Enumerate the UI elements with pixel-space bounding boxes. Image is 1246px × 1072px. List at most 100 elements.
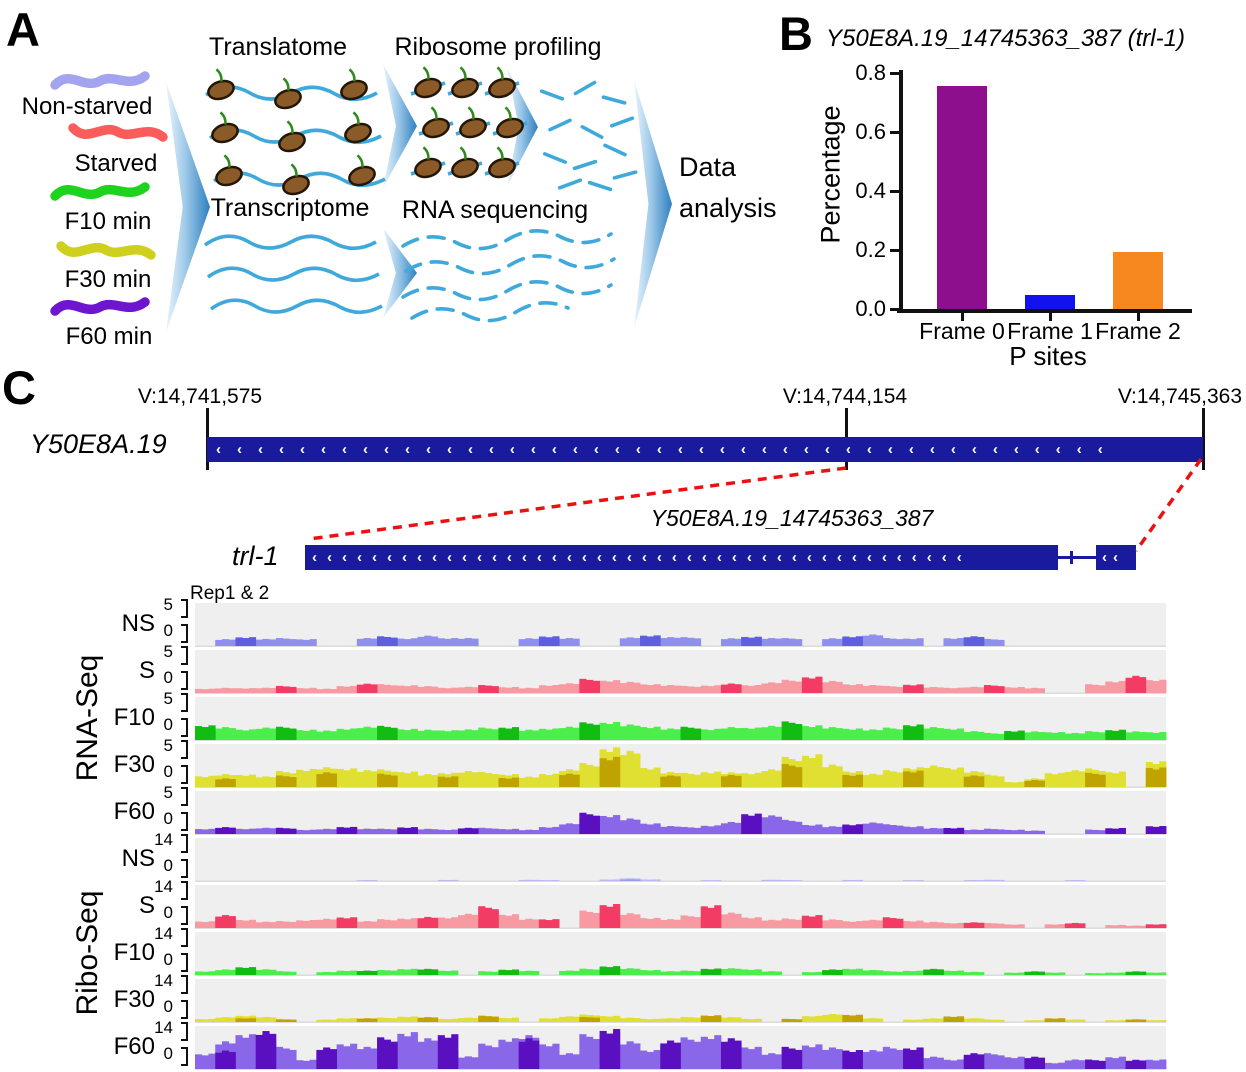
y-tick-mark <box>890 189 900 193</box>
scale-bracket-bottom <box>181 859 188 878</box>
track-scale-max: 14 <box>154 924 173 943</box>
x-tick-mark <box>1136 312 1140 321</box>
track-label: F30 <box>113 986 155 1013</box>
seq-group-label: RNA-Seq <box>71 654 104 782</box>
track-label: F60 <box>113 798 155 825</box>
flow-arrow-icon <box>383 64 417 188</box>
x-tick-label: Frame 2 <box>1095 318 1181 344</box>
coverage-track-row <box>195 697 1167 741</box>
coverage-histogram <box>195 675 1167 694</box>
ribosome-icon <box>451 66 479 99</box>
panel-a-letter: A <box>6 3 40 56</box>
track-scale-max: 14 <box>154 877 173 896</box>
worm-icon <box>50 71 150 90</box>
track-scale-max: 5 <box>163 783 173 802</box>
coverage-histogram <box>195 878 1166 882</box>
ribosome-icon <box>488 66 516 99</box>
coverage-histogram <box>195 747 1167 788</box>
flow-arrow-icon <box>383 228 417 318</box>
track-scale-max: 14 <box>154 971 173 990</box>
scale-bracket-bottom <box>181 718 188 737</box>
coverage-track-row <box>195 650 1167 694</box>
ribosome-profiling-label: Ribosome profiling <box>394 33 602 61</box>
coverage-track-row <box>195 744 1167 788</box>
replicate-label: Rep1 & 2 <box>190 583 270 604</box>
ribosome-icon <box>488 146 516 179</box>
coordinate-label: V:14,744,154 <box>782 385 908 408</box>
coverage-histogram <box>195 634 1166 647</box>
scale-bracket-bottom <box>181 765 188 784</box>
y-tick-label: 0.2 <box>855 237 886 262</box>
ribosome-icon <box>459 106 487 139</box>
transcript-exon1-bar: ‹‹‹‹‹‹‹‹‹‹‹‹‹‹‹‹‹‹‹‹‹‹‹‹‹‹‹‹‹‹‹‹‹‹‹‹‹‹‹‹… <box>305 545 1058 570</box>
coverage-histogram <box>195 721 1167 741</box>
track-scale-max: 14 <box>154 830 173 849</box>
coverage-track-row <box>195 1026 1167 1070</box>
sample-label: F60 min <box>65 323 153 350</box>
worm-icon <box>56 241 156 260</box>
scale-bracket-top <box>181 834 188 853</box>
ribosome-icon <box>207 68 235 101</box>
ribosome-icon <box>211 111 239 144</box>
worm-icon <box>50 182 150 201</box>
panel-b-letter: B <box>779 7 813 60</box>
sample-label: F10 min <box>64 208 152 235</box>
coverage-track-row <box>195 885 1167 929</box>
coverage-track-row <box>195 603 1166 647</box>
track-label: F10 <box>113 939 155 966</box>
scale-bracket-bottom <box>181 624 188 643</box>
coordinate-tick <box>1202 408 1205 470</box>
sample-label: Starved <box>74 150 158 177</box>
track-scale-zero: 0 <box>163 1044 173 1063</box>
y-tick-mark <box>890 307 900 311</box>
track-label: F60 <box>113 1033 155 1060</box>
y-tick-mark <box>890 248 900 252</box>
scale-bracket-top <box>181 787 188 806</box>
ribosome-icon <box>274 77 302 110</box>
bar <box>937 86 987 309</box>
coverage-track-row <box>195 791 1167 835</box>
track-label: F10 <box>113 704 155 731</box>
sample-label: Non-starved <box>21 93 153 120</box>
panel-c-letter: C <box>2 361 36 414</box>
scale-bracket-top <box>181 646 188 665</box>
bar-chart-y-axis <box>899 70 903 312</box>
transcript-intron-line <box>1058 556 1096 559</box>
ribosome-icon <box>348 154 376 187</box>
scale-bracket-top <box>181 975 188 994</box>
flow-arrow-icon <box>166 82 210 332</box>
worm-icon <box>50 297 150 316</box>
track-scale-zero: 0 <box>163 809 173 828</box>
coverage-histogram <box>195 904 1167 929</box>
track-label: F30 <box>113 751 155 778</box>
workflow-diagram <box>50 64 672 332</box>
scale-bracket-bottom <box>181 1000 188 1019</box>
scale-bracket-bottom <box>181 1047 188 1066</box>
x-tick-label: Frame 1 <box>1007 318 1093 344</box>
bar-chart-x-axis <box>897 309 1192 313</box>
track-scale-zero: 0 <box>163 621 173 640</box>
gene-name: Y50E8A.19 <box>30 429 167 459</box>
transcript-label: Y50E8A.19_14745363_387 <box>650 505 934 531</box>
transcriptome-label: Transcriptome <box>210 194 370 222</box>
coverage-histogram <box>195 966 1167 976</box>
track-scale-zero: 0 <box>163 762 173 781</box>
bar-chart-title: Y50E8A.19_14745363_387 (trl-1) <box>826 25 1185 52</box>
track-scale-max: 14 <box>154 1018 173 1037</box>
coverage-track-row <box>195 979 1167 1023</box>
worm-icon <box>68 123 168 142</box>
scale-bracket-top <box>181 928 188 947</box>
flow-arrow-icon <box>634 80 672 328</box>
ribosome-icon <box>278 120 306 153</box>
ribosome-icon <box>496 106 524 139</box>
track-scale-zero: 0 <box>163 856 173 875</box>
track-scale-zero: 0 <box>163 715 173 734</box>
gene-model-bar: ‹‹‹‹‹‹‹‹‹‹‹‹‹‹‹‹‹‹‹‹‹‹‹‹‹‹‹‹‹‹‹‹‹‹‹‹‹‹‹‹… <box>207 437 1203 462</box>
track-scale-zero: 0 <box>163 668 173 687</box>
ribosome-icon <box>344 111 372 144</box>
track-scale-zero: 0 <box>163 950 173 969</box>
track-scale-max: 5 <box>163 595 173 614</box>
track-scale-max: 5 <box>163 689 173 708</box>
coverage-track-row <box>195 932 1167 976</box>
y-tick-label: 0.6 <box>855 119 886 144</box>
